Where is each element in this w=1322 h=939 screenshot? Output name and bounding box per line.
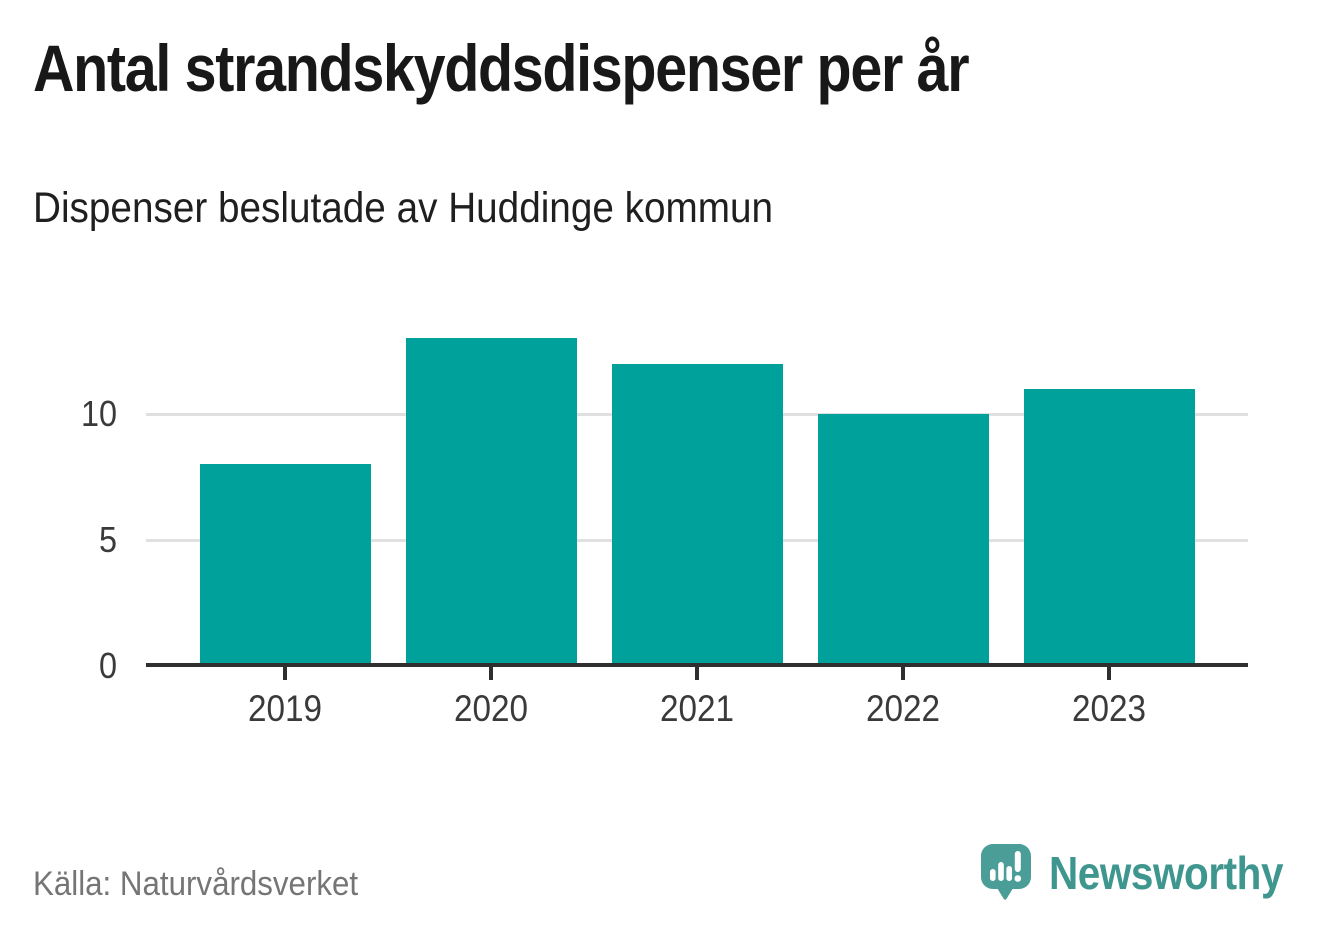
bar-2021 xyxy=(611,363,783,666)
x-axis-label-2021: 2021 xyxy=(660,688,735,729)
x-axis-label-2022: 2022 xyxy=(866,688,941,729)
bar-2020 xyxy=(405,338,577,666)
bar-2022 xyxy=(817,414,989,666)
source-label: Källa: Naturvårdsverket xyxy=(33,865,359,903)
x-axis-label-2019: 2019 xyxy=(247,688,323,729)
chart-subtitle: Dispenser beslutade av Huddinge kommun xyxy=(33,184,774,232)
bar-2023 xyxy=(1023,388,1195,666)
logo-exclamation-dot xyxy=(1014,875,1022,882)
y-axis-label-10: 10 xyxy=(80,393,117,434)
x-axis-tick-2022 xyxy=(901,667,906,680)
newsworthy-logo: Newsworthy xyxy=(980,842,1315,904)
chart-title: Antal strandskyddsdispenser per år xyxy=(33,31,970,105)
logo-bar-short xyxy=(990,869,996,881)
x-axis-line xyxy=(146,662,1248,667)
logo-bar-medium xyxy=(1006,866,1012,881)
bar-2019 xyxy=(199,464,371,666)
logo-bar-tall xyxy=(998,862,1004,881)
x-axis-label-2020: 2020 xyxy=(454,688,529,729)
x-axis-tick-2019 xyxy=(283,667,287,680)
x-axis-tick-2021 xyxy=(695,667,700,680)
logo-exclamation-bar xyxy=(1014,851,1021,872)
y-axis-label-5: 5 xyxy=(98,519,117,560)
newsworthy-wordmark: Newsworthy xyxy=(1049,847,1284,899)
x-axis-label-2023: 2023 xyxy=(1072,688,1147,729)
y-axis-label-0: 0 xyxy=(98,645,117,686)
x-axis-tick-2023 xyxy=(1107,667,1112,680)
x-axis-tick-2020 xyxy=(489,667,494,680)
newsworthy-speech-bubble-icon xyxy=(981,844,1031,900)
